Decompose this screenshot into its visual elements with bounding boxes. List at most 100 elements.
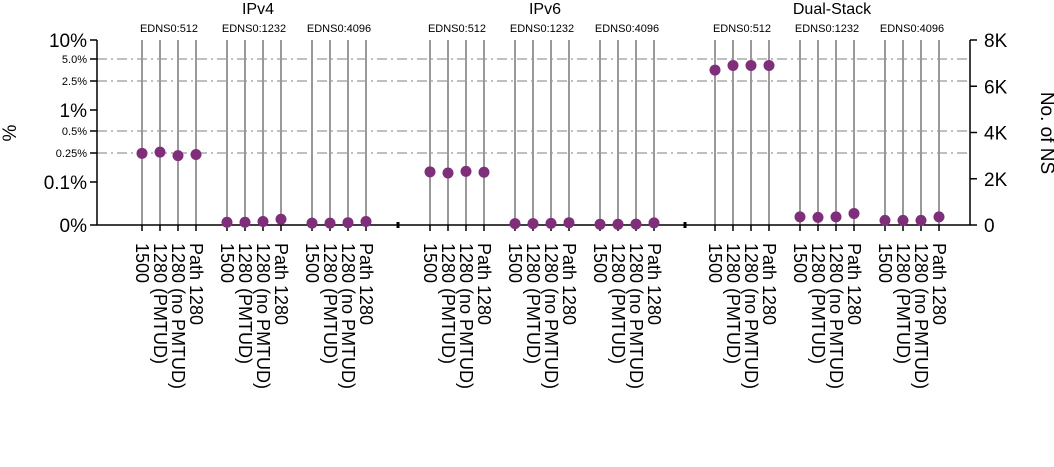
right-tick-label: 2K [984, 170, 1008, 191]
data-point [442, 167, 454, 179]
left-tick-label: 5.0% [62, 54, 87, 66]
x-tick-label: 1280 (PMTUD) [235, 243, 255, 364]
data-point [342, 217, 354, 229]
x-tick-label: 1280 (no PMTUD) [338, 243, 358, 389]
data-point [527, 218, 539, 230]
x-tick-label: 1500 [420, 243, 440, 283]
left-tick-label: 1% [60, 101, 88, 122]
x-tick-label: 1280 (no PMTUD) [456, 243, 476, 389]
data-points [136, 59, 945, 230]
x-tick-label: 1500 [590, 243, 610, 283]
group-title: IPv6 [529, 1, 561, 18]
x-tick-label: Path 1280 [844, 243, 864, 325]
data-point [630, 218, 642, 230]
data-point [360, 216, 372, 228]
left-axis-label: % [0, 124, 21, 141]
data-point [545, 217, 557, 229]
data-point [221, 216, 233, 228]
edns-size-label: EDNS0:4096 [880, 23, 944, 35]
data-point [190, 148, 202, 160]
left-tick-label: 10% [49, 31, 87, 52]
right-tick-label: 4K [984, 124, 1008, 145]
edns-size-label: EDNS0:1232 [222, 23, 286, 35]
edns-size-label: EDNS0:4096 [307, 23, 371, 35]
x-tick-label: Path 1280 [271, 243, 291, 325]
data-point [424, 166, 436, 178]
x-tick-label: Path 1280 [644, 243, 664, 325]
x-tick-label: 1280 (PMTUD) [608, 243, 628, 364]
data-point [648, 217, 660, 229]
x-tick-label: 1500 [302, 243, 322, 283]
x-tick-label: Path 1280 [759, 243, 779, 325]
x-tick-label: 1280 (PMTUD) [523, 243, 543, 364]
x-tick-label: 1280 (no PMTUD) [168, 243, 188, 389]
edns-size-label: EDNS0:512 [428, 23, 486, 35]
x-tick-label: 1280 (no PMTUD) [911, 243, 931, 389]
data-point [830, 211, 842, 223]
data-point [275, 213, 287, 225]
x-tick-label: 1280 (PMTUD) [150, 243, 170, 364]
data-point [812, 211, 824, 223]
x-tick-label: 1280 (PMTUD) [808, 243, 828, 364]
x-tick-label: 1280 (no PMTUD) [826, 243, 846, 389]
left-tick-label: 0.5% [62, 126, 87, 138]
x-tick-label: 1280 (PMTUD) [320, 243, 340, 364]
x-tick-label: 1500 [505, 243, 525, 283]
left-tick-label: 0.25% [56, 148, 87, 160]
data-point [154, 146, 166, 158]
grid-layer [97, 58, 970, 154]
x-tick-label: 1500 [132, 243, 152, 283]
data-point [563, 217, 575, 229]
data-point [612, 218, 624, 230]
data-point [745, 59, 757, 71]
right-axis-label: No. of NS [1036, 92, 1054, 174]
edns-size-label: EDNS0:1232 [795, 23, 859, 35]
right-tick-label: 6K [984, 77, 1008, 98]
data-point [879, 214, 891, 226]
x-tick-label: Path 1280 [474, 243, 494, 325]
x-tick-label: 1500 [875, 243, 895, 283]
data-point [915, 214, 927, 226]
data-point [594, 218, 606, 230]
x-tick-label: 1280 (no PMTUD) [741, 243, 761, 389]
group-title: Dual-Stack [793, 1, 872, 18]
x-tick-label: 1280 (PMTUD) [723, 243, 743, 364]
x-tick-label: Path 1280 [356, 243, 376, 325]
data-point [136, 147, 148, 159]
data-point [460, 165, 472, 177]
data-point [306, 217, 318, 229]
data-point [239, 216, 251, 228]
left-tick-label: 2.5% [62, 76, 87, 88]
data-point [727, 59, 739, 71]
x-tick-label: 1500 [705, 243, 725, 283]
x-tick-label: Path 1280 [186, 243, 206, 325]
x-tick-label: 1500 [217, 243, 237, 283]
data-point [478, 166, 490, 178]
data-point [172, 150, 184, 162]
x-tick-label: 1280 (no PMTUD) [541, 243, 561, 389]
edns-size-label: EDNS0:512 [713, 23, 771, 35]
right-tick-label: 0 [984, 216, 995, 237]
edns-size-label: EDNS0:512 [140, 23, 198, 35]
x-tick-label: 1500 [790, 243, 810, 283]
x-tick-label: 1280 (no PMTUD) [626, 243, 646, 389]
x-tick-label: Path 1280 [929, 243, 949, 325]
data-point [709, 64, 721, 76]
axis-ticks: 0% 0.1% 0.25% 0.5% 1% 2.5% 5.0% 10% 0 2K 4K 6K 8K [44, 31, 1008, 237]
left-tick-label: 0% [60, 216, 88, 237]
edns-size-label: EDNS0:4096 [595, 23, 659, 35]
left-tick-label: 0.1% [44, 173, 87, 194]
data-point [257, 216, 269, 228]
group-title: IPv4 [242, 1, 274, 18]
right-tick-label: 8K [984, 31, 1008, 52]
data-point [324, 217, 336, 229]
x-tick-label: 1280 (no PMTUD) [253, 243, 273, 389]
edns-size-label: EDNS0:1232 [510, 23, 574, 35]
data-point [933, 211, 945, 223]
x-tick-label: 1280 (PMTUD) [893, 243, 913, 364]
x-tick-label: 1280 (PMTUD) [438, 243, 458, 364]
x-tick-label: Path 1280 [559, 243, 579, 325]
data-point [848, 207, 860, 219]
